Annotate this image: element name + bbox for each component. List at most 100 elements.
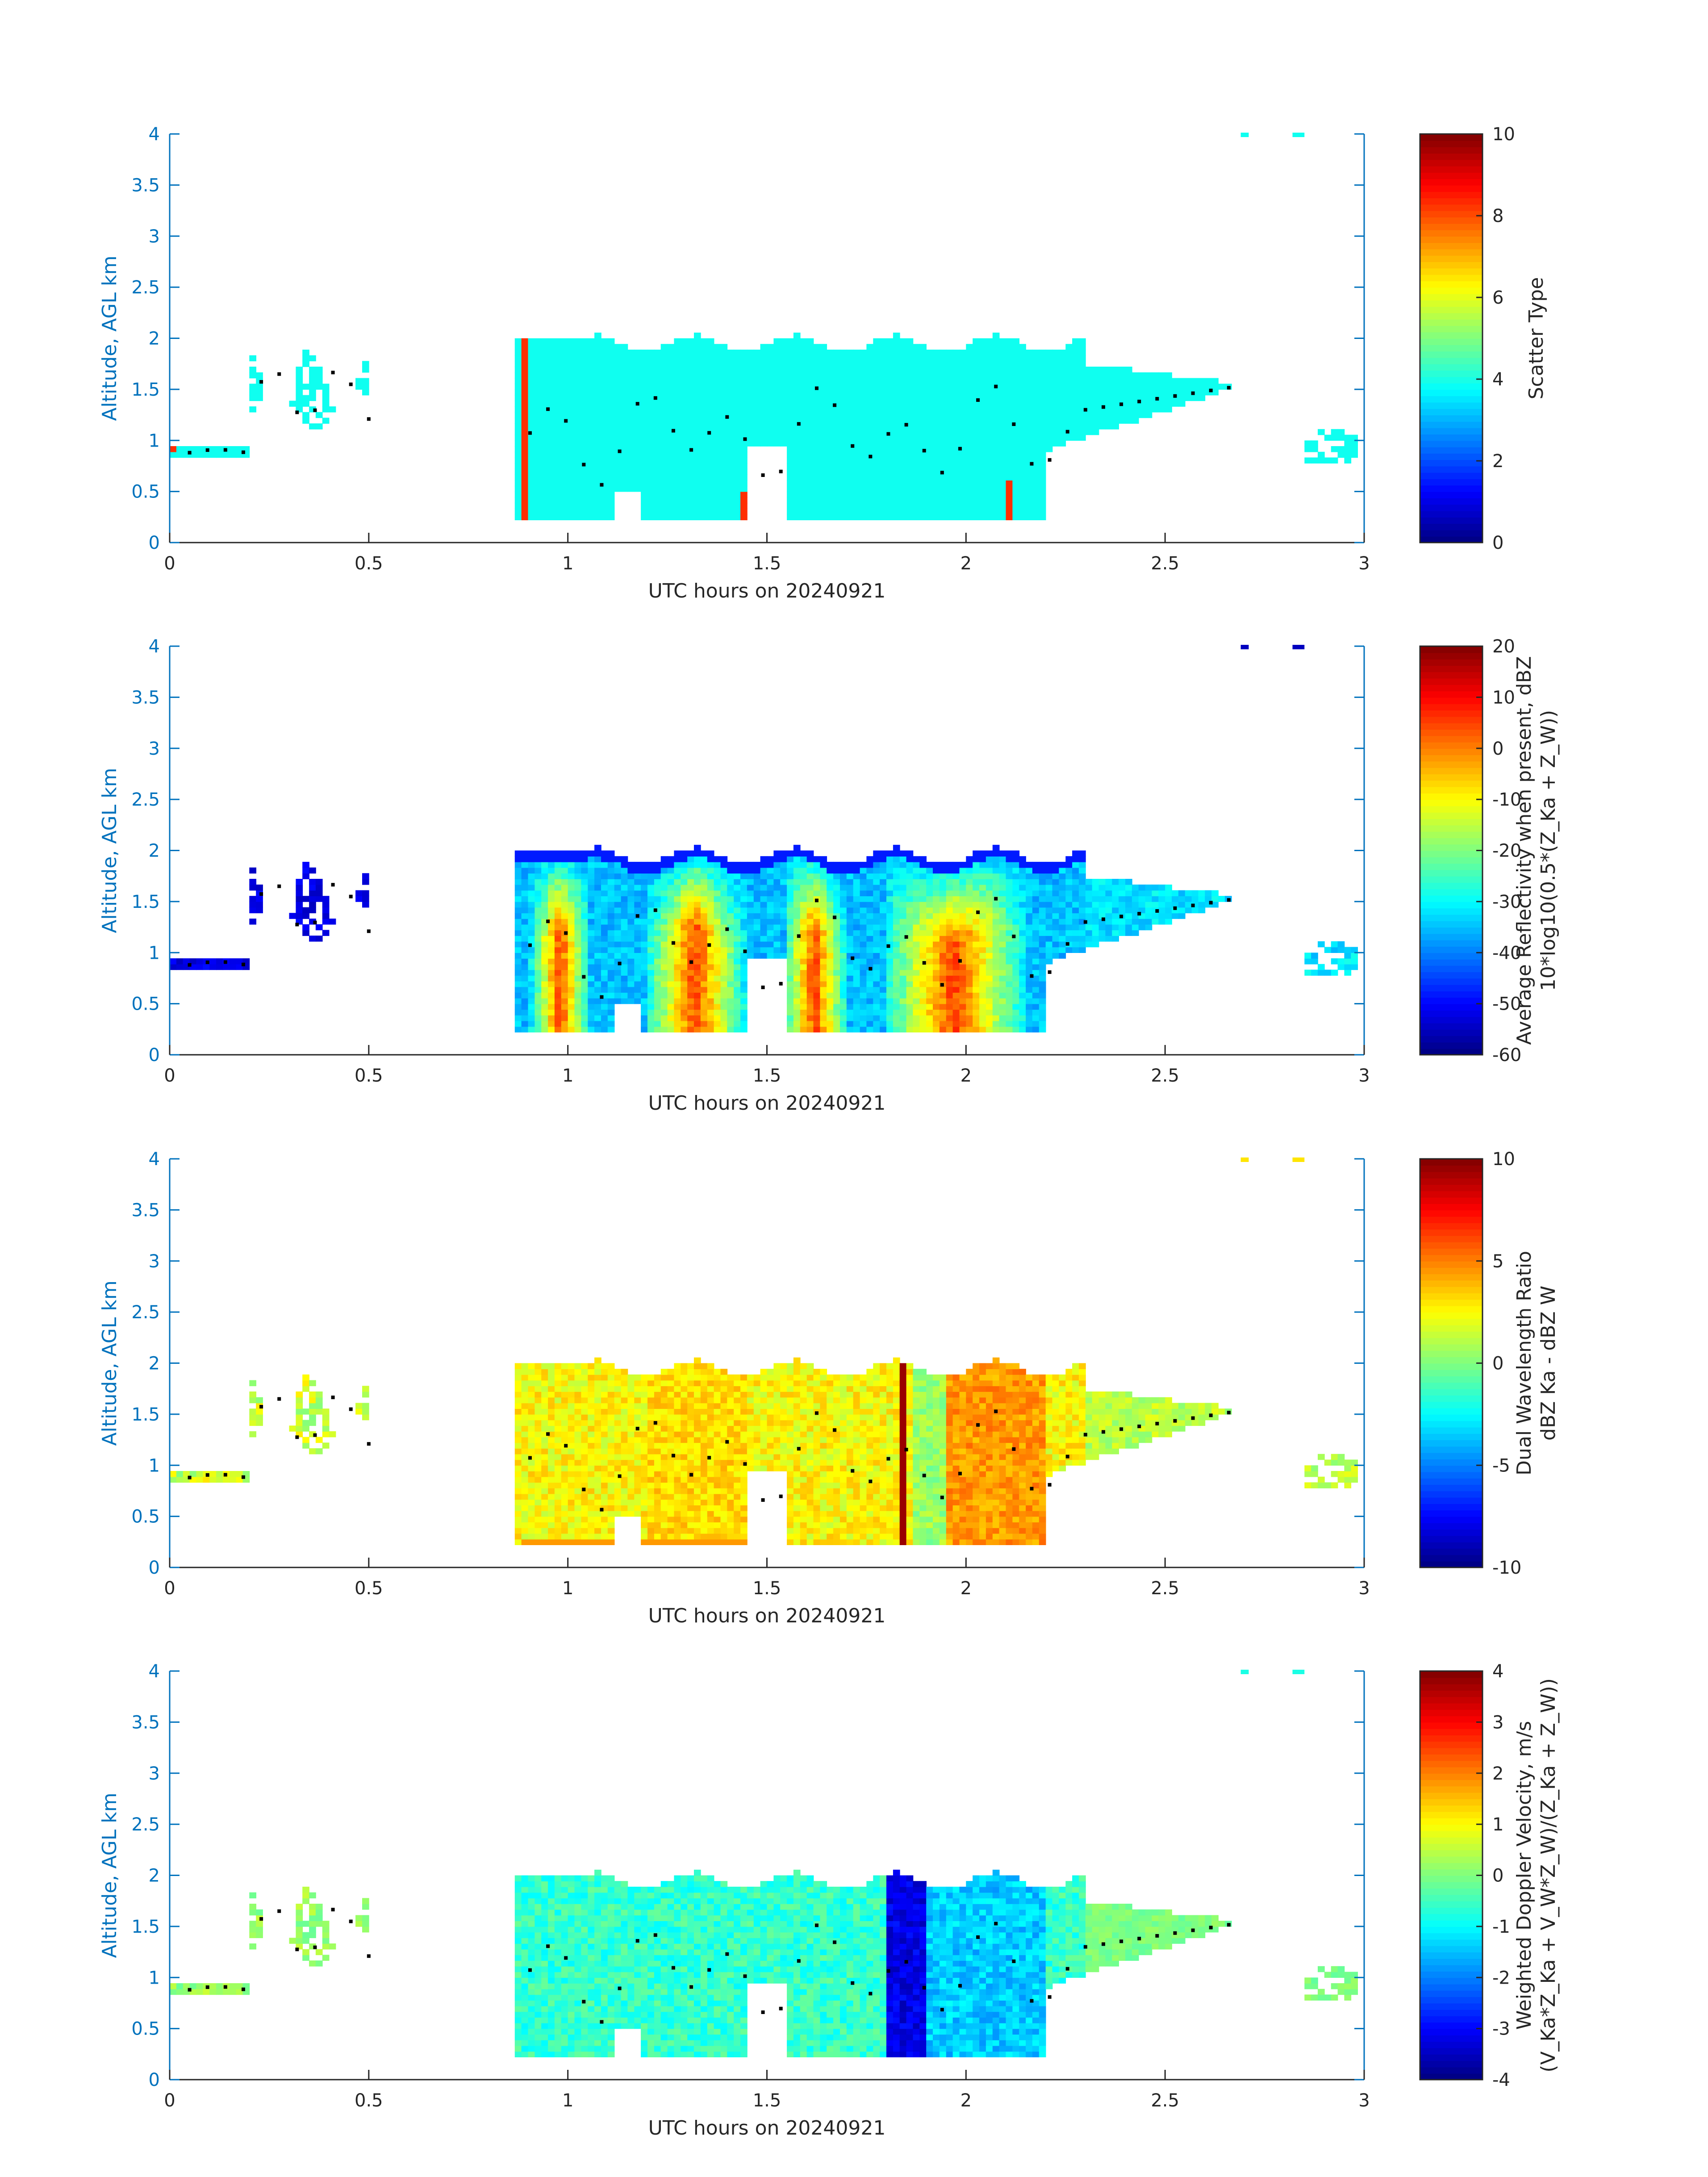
heatmap-cell	[734, 435, 741, 441]
heatmap-cell	[647, 890, 655, 896]
heatmap-cell	[813, 395, 821, 401]
heatmap-cell	[827, 941, 834, 948]
heatmap-cell	[1032, 468, 1040, 475]
heatmap-cell	[1132, 389, 1139, 396]
heatmap-cell	[1026, 418, 1033, 424]
heatmap-cell	[880, 986, 887, 993]
heatmap-cell	[1059, 355, 1066, 362]
heatmap-cell	[674, 338, 681, 344]
heatmap-cell	[959, 485, 967, 492]
heatmap-cell	[1072, 361, 1079, 367]
heatmap-cell	[614, 907, 622, 914]
heatmap-cell	[919, 919, 927, 925]
heatmap-cell	[521, 429, 529, 435]
heatmap-cell	[1119, 406, 1126, 413]
heatmap-cell	[840, 1003, 847, 1010]
heatmap-cell	[860, 429, 867, 435]
heatmap-cell	[813, 440, 821, 447]
heatmap-cell	[514, 503, 522, 509]
heatmap-cell	[594, 844, 601, 851]
heatmap-cell	[893, 384, 900, 390]
heatmap-cell	[760, 896, 768, 902]
heatmap-cell	[773, 907, 781, 914]
heatmap-cell	[800, 355, 807, 362]
heatmap-cell	[654, 873, 661, 879]
heatmap-cell	[946, 480, 953, 486]
heatmap-cell	[694, 947, 701, 953]
heatmap-cell	[296, 907, 303, 914]
heatmap-cell	[641, 406, 648, 413]
heatmap-cell	[873, 463, 880, 469]
heatmap-cell	[554, 491, 562, 498]
heatmap-cell	[687, 440, 694, 447]
heatmap-cell	[886, 485, 894, 492]
heatmap-cell	[674, 485, 681, 492]
heatmap-cell	[806, 349, 814, 356]
heatmap-cell	[793, 850, 801, 857]
heatmap-cell	[926, 964, 933, 970]
heatmap-cell	[747, 355, 754, 362]
heatmap-cell	[753, 423, 761, 430]
heatmap-cell	[893, 861, 900, 868]
heatmap-cell	[521, 474, 529, 481]
heatmap-cell	[654, 953, 661, 959]
heatmap-cell	[681, 349, 688, 356]
heatmap-cell	[554, 514, 562, 520]
heatmap-cell	[681, 890, 688, 896]
heatmap-cell	[893, 1003, 900, 1010]
heatmap-cell	[302, 355, 309, 362]
heatmap-cell	[694, 1009, 701, 1015]
heatmap-cell	[581, 986, 589, 993]
heatmap-cell	[700, 856, 708, 862]
heatmap-cell	[256, 389, 263, 396]
heatmap-cell	[853, 986, 860, 993]
heatmap-cell	[574, 992, 582, 999]
heatmap-cell	[554, 435, 562, 441]
heatmap-cell	[740, 953, 748, 959]
heatmap-cell	[1072, 372, 1079, 379]
heatmap-cell	[1098, 384, 1106, 390]
heatmap-cell	[720, 361, 728, 367]
heatmap-cell	[601, 953, 608, 959]
heatmap-cell	[919, 457, 927, 464]
heatmap-cell	[727, 378, 734, 384]
heatmap-cell	[561, 924, 568, 931]
heatmap-cell	[919, 361, 927, 367]
heatmap-cell	[594, 867, 601, 874]
heatmap-cell	[667, 1020, 675, 1027]
heatmap-cell	[999, 367, 1006, 373]
trace-dot	[707, 431, 711, 435]
heatmap-cell	[607, 401, 615, 407]
heatmap-cell	[827, 429, 834, 435]
colorbar-swatch	[1420, 504, 1482, 511]
heatmap-cell	[740, 367, 748, 373]
heatmap-cell	[554, 1026, 562, 1032]
heatmap-cell	[740, 919, 748, 925]
heatmap-cell	[760, 367, 768, 373]
heatmap-cell	[561, 338, 568, 344]
heatmap-cell	[1039, 389, 1046, 396]
heatmap-cell	[787, 901, 794, 908]
heatmap-cell	[654, 468, 661, 475]
heatmap-cell	[521, 873, 529, 879]
heatmap-cell	[561, 463, 568, 469]
heatmap-cell	[1105, 389, 1113, 396]
heatmap-cell	[594, 468, 601, 475]
heatmap-cell	[933, 468, 940, 475]
heatmap-cell	[820, 457, 827, 464]
heatmap-cell	[760, 401, 768, 407]
heatmap-cell	[1079, 372, 1086, 379]
heatmap-cell	[322, 930, 330, 936]
heatmap-cell	[753, 884, 761, 891]
trace-dot	[814, 386, 819, 390]
heatmap-cell	[714, 401, 721, 407]
heatmap-cell	[840, 964, 847, 970]
trace-dot	[241, 450, 245, 454]
heatmap-cell	[322, 395, 330, 401]
heatmap-cell	[1012, 503, 1020, 509]
heatmap-cell	[992, 367, 1000, 373]
heatmap-cell	[641, 497, 648, 503]
heatmap-cell	[979, 514, 986, 520]
heatmap-cell	[634, 418, 641, 424]
heatmap-cell	[707, 986, 714, 993]
